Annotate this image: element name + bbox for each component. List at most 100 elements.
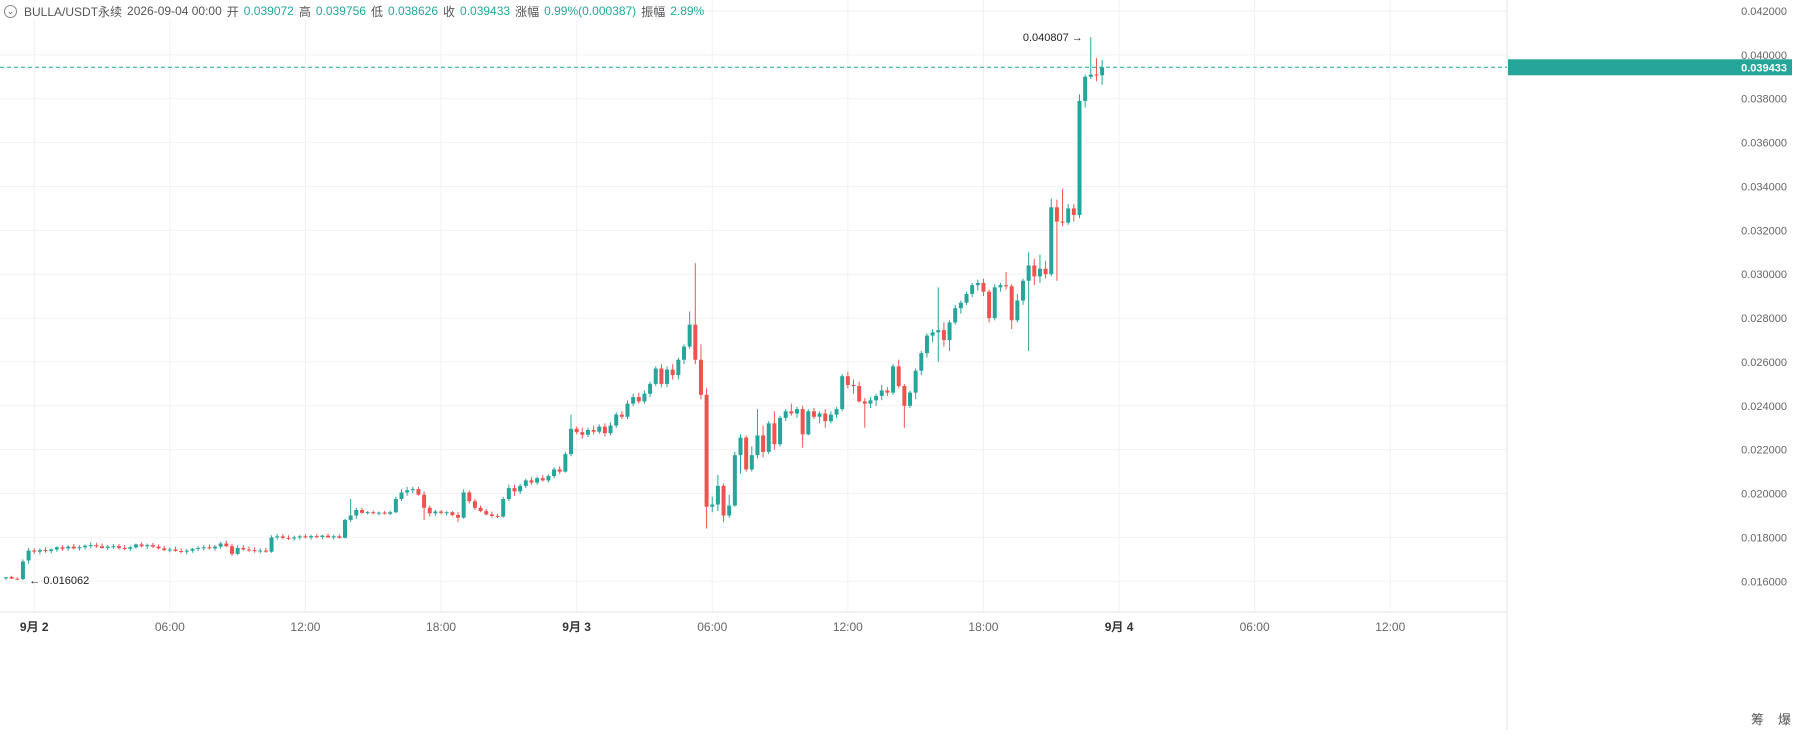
candle-body: [744, 437, 749, 470]
candle-body: [806, 411, 811, 435]
candle-body: [665, 369, 670, 384]
liquidation-button[interactable]: 爆: [1777, 712, 1791, 727]
candle-body: [145, 545, 150, 547]
candle-body: [913, 370, 918, 393]
x-tick-label: 12:00: [290, 620, 320, 634]
close-value: 0.039433: [460, 4, 511, 18]
candle-body: [631, 397, 636, 404]
high-value: 0.039756: [315, 4, 366, 18]
candle-body: [269, 537, 274, 552]
candle-body: [885, 390, 890, 393]
x-tick-label: 9月 4: [1105, 620, 1134, 634]
candle-body: [77, 547, 82, 549]
candle-body: [1009, 286, 1014, 321]
candle-body: [523, 480, 528, 486]
chip-distribution-button[interactable]: 筹: [1750, 712, 1764, 727]
candle-body: [1032, 265, 1037, 277]
candle-body: [320, 535, 325, 537]
candle-body: [642, 393, 647, 402]
candle-body: [354, 510, 359, 516]
candle-body: [749, 455, 754, 470]
candle-body: [698, 359, 703, 395]
candle-body: [676, 359, 681, 376]
open-value: 0.039072: [243, 4, 294, 18]
candle-body: [823, 413, 828, 422]
candle-body: [230, 546, 234, 554]
candle-body: [896, 366, 901, 387]
candle-body: [326, 535, 331, 538]
candle-body: [139, 544, 144, 547]
candle-body: [874, 395, 879, 401]
candle-body: [111, 546, 116, 548]
candle-body: [1054, 207, 1059, 222]
candle-body: [1088, 74, 1093, 77]
candle-body: [732, 455, 737, 506]
y-tick-label: 0.042000: [1741, 6, 1787, 18]
min-price-annotation: ← 0.016062: [29, 575, 89, 587]
y-tick-label: 0.036000: [1741, 138, 1787, 150]
candle-body: [83, 545, 88, 548]
candle-body: [280, 536, 285, 538]
candle-body: [766, 423, 771, 452]
candle-body: [772, 423, 777, 445]
ohlc-info-bar: ⌄ BULLA/USDT永续 2026-09-04 00:00 开 0.0390…: [4, 2, 705, 20]
candle-body: [388, 512, 393, 514]
candle-body: [241, 547, 246, 550]
candle-body: [150, 545, 155, 547]
candle-body: [602, 426, 607, 434]
candle-body: [840, 376, 845, 410]
x-tick-label: 18:00: [968, 620, 998, 634]
symbol-label: BULLA/USDT永续: [24, 4, 123, 19]
candle-body: [66, 546, 71, 549]
candle-body: [246, 549, 251, 551]
candle-body: [834, 409, 839, 415]
candle-body: [811, 411, 816, 417]
y-tick-label: 0.030000: [1741, 269, 1787, 281]
candle-body: [1083, 76, 1088, 101]
change-label: 涨幅: [515, 4, 540, 19]
candle-body: [173, 549, 178, 552]
y-tick-label: 0.016000: [1741, 576, 1787, 588]
candle-body: [71, 546, 76, 549]
candle-body: [427, 507, 432, 514]
candle-body: [727, 505, 732, 516]
candle-body: [975, 282, 980, 286]
candle-body: [495, 515, 500, 517]
candle-body: [557, 469, 562, 472]
candle-body: [958, 302, 963, 309]
x-tick-label: 06:00: [155, 620, 185, 634]
candle-body: [540, 478, 545, 481]
candle-body: [382, 512, 387, 514]
candle-body: [851, 384, 856, 387]
x-tick-label: 9月 2: [20, 620, 49, 634]
candle-body: [207, 547, 212, 549]
candle-body: [224, 543, 229, 547]
candle-body: [608, 425, 613, 434]
y-tick-label: 0.022000: [1741, 445, 1787, 457]
candle-body: [1071, 208, 1076, 215]
candle-body: [343, 519, 347, 538]
candle-body: [348, 515, 353, 520]
candle-body: [506, 488, 511, 500]
y-tick-label: 0.040000: [1741, 50, 1787, 62]
candle-body: [953, 308, 958, 323]
candle-body: [795, 409, 799, 414]
chevron-down-icon[interactable]: ⌄: [4, 4, 17, 18]
candle-body: [100, 546, 105, 548]
y-tick-label: 0.032000: [1741, 225, 1787, 237]
candle-body: [190, 548, 195, 551]
y-tick-label: 0.038000: [1741, 94, 1787, 106]
candle-body: [105, 546, 110, 548]
candle-body: [614, 414, 619, 426]
amplitude-label: 振幅: [641, 4, 666, 19]
candle-body: [201, 547, 206, 549]
candle-body: [619, 414, 624, 417]
candle-body: [930, 332, 935, 336]
high-label: 高: [298, 4, 311, 19]
candle-body: [721, 485, 726, 516]
candle-body: [9, 576, 14, 579]
x-tick-label: 18:00: [426, 620, 456, 634]
candle-body: [518, 485, 523, 492]
